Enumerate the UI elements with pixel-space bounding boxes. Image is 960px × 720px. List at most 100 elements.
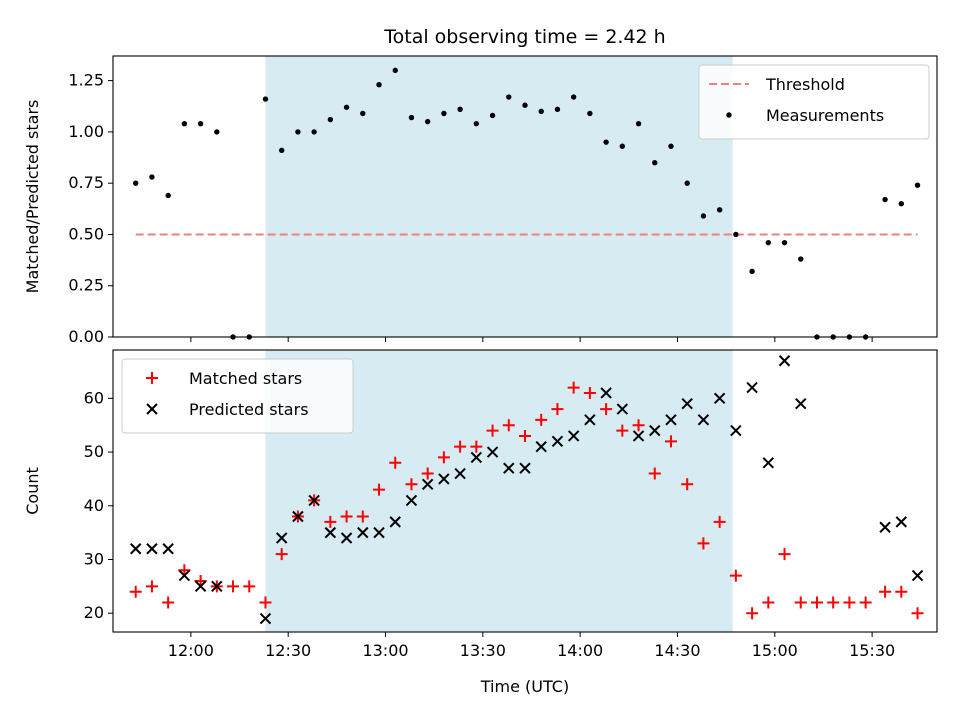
data-point xyxy=(600,387,612,399)
legend-swatch xyxy=(726,112,732,118)
data-point xyxy=(713,515,726,528)
data-point xyxy=(778,355,791,367)
legend-label: Measurements xyxy=(766,106,884,125)
data-point xyxy=(211,580,223,593)
data-point xyxy=(165,192,171,199)
data-point xyxy=(421,467,434,480)
data-point xyxy=(133,180,139,186)
data-point xyxy=(129,585,142,598)
data-point xyxy=(746,607,759,620)
data-point xyxy=(729,569,742,582)
y-tick-label: 0.75 xyxy=(68,173,104,192)
data-point xyxy=(295,129,301,135)
data-point xyxy=(746,381,758,394)
x-tick-label: 12:30 xyxy=(265,641,311,660)
data-point xyxy=(405,478,418,491)
x-tick-label: 12:00 xyxy=(168,641,214,660)
data-point xyxy=(343,104,350,110)
data-point xyxy=(324,526,337,539)
data-point xyxy=(697,414,710,426)
legend-label: Predicted stars xyxy=(189,400,309,419)
y-tick-label: 1.00 xyxy=(68,122,104,141)
data-point xyxy=(373,526,385,539)
data-point xyxy=(421,478,434,490)
data-point xyxy=(810,596,823,609)
data-point xyxy=(765,239,772,246)
data-point xyxy=(632,419,645,432)
data-point xyxy=(911,607,924,620)
data-point xyxy=(911,569,924,582)
data-point xyxy=(681,478,694,491)
x-tick-label: 13:00 xyxy=(362,641,408,660)
data-point xyxy=(827,596,840,609)
data-point xyxy=(503,462,515,474)
data-point xyxy=(616,424,629,437)
data-point xyxy=(327,116,334,123)
data-point xyxy=(149,174,155,180)
series-matched-stars xyxy=(129,381,924,620)
data-point xyxy=(600,403,613,416)
data-point xyxy=(311,129,317,135)
x-tick-label: 15:00 xyxy=(752,641,798,660)
data-point xyxy=(697,537,710,550)
legend: Threshold Measurements xyxy=(698,64,930,140)
legend-label: Matched stars xyxy=(189,369,302,388)
y-tick-label: 50 xyxy=(84,442,104,461)
data-point xyxy=(778,548,791,561)
data-point xyxy=(454,440,467,453)
data-point xyxy=(798,256,804,262)
data-point xyxy=(162,596,175,609)
legend: Matched stars Predicted stars xyxy=(121,358,354,434)
x-tick-label: 14:30 xyxy=(654,641,700,660)
data-point xyxy=(584,414,596,426)
data-point xyxy=(194,580,207,593)
data-point xyxy=(619,143,626,149)
data-point xyxy=(292,510,304,523)
data-point xyxy=(178,569,191,582)
data-point xyxy=(554,106,561,113)
data-point xyxy=(538,108,544,115)
y-tick-label: 0.50 xyxy=(68,224,104,243)
data-point xyxy=(486,446,499,458)
data-point xyxy=(700,213,707,219)
data-point xyxy=(762,596,775,609)
data-point xyxy=(454,467,466,480)
data-point xyxy=(733,231,739,238)
bottom-panel: 20 30 40 50 60 12:00 12:30 13:00 13:30 14:00 14:30… xyxy=(23,349,938,696)
data-point xyxy=(895,516,908,528)
data-point xyxy=(859,596,872,609)
axes-frame xyxy=(112,349,938,633)
data-point xyxy=(262,96,269,102)
legend-label: Threshold xyxy=(765,75,845,94)
data-point xyxy=(551,403,564,416)
data-point xyxy=(227,580,240,593)
data-point xyxy=(506,94,512,100)
data-point xyxy=(635,120,642,127)
data-point xyxy=(275,548,288,561)
data-point xyxy=(749,268,755,275)
data-point xyxy=(146,543,158,555)
data-point xyxy=(275,532,288,544)
data-point xyxy=(441,110,447,117)
data-point xyxy=(424,118,431,125)
data-point xyxy=(898,200,905,207)
legend-box xyxy=(698,64,930,140)
data-point xyxy=(145,580,158,593)
data-point xyxy=(360,110,366,117)
y-tick-label: 0.25 xyxy=(68,276,104,295)
y-axis-label: Matched/Predicted stars xyxy=(23,100,42,294)
y-tick-label: 40 xyxy=(84,496,104,515)
data-point xyxy=(664,435,677,448)
top-panel: 0.00 0.25 0.50 0.75 1.00 1.25 Matched/Predicte… xyxy=(23,26,938,346)
x-tick-label: 15:30 xyxy=(849,641,895,660)
data-point xyxy=(616,403,629,415)
data-point xyxy=(408,114,415,121)
data-point xyxy=(438,473,450,485)
data-point xyxy=(603,139,609,145)
data-point xyxy=(389,456,402,469)
data-point xyxy=(716,207,723,213)
data-point xyxy=(551,435,564,448)
data-point xyxy=(567,430,580,442)
data-point xyxy=(879,585,892,598)
data-point xyxy=(535,440,547,453)
